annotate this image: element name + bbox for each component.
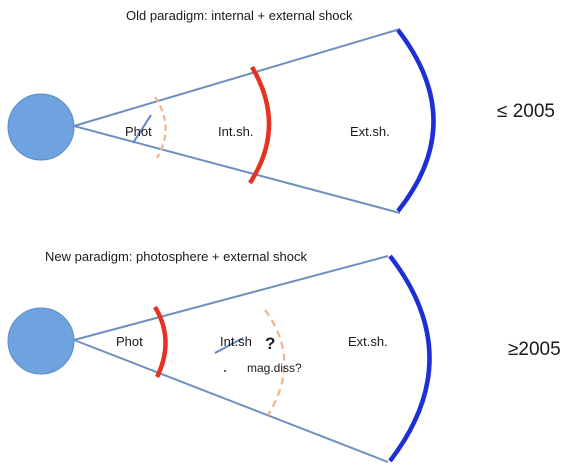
cone-upper-edge	[73, 255, 389, 341]
int-shock-label: Int.sh.	[218, 124, 253, 139]
era-label-old: ≤ 2005	[497, 101, 555, 122]
question-mark: ?	[265, 334, 275, 353]
phot-label: Phot	[116, 334, 143, 349]
internal-shock-dashed-arc	[264, 309, 286, 416]
small-dot	[224, 370, 226, 372]
photosphere-slash	[132, 114, 152, 144]
cone-lower-edge	[73, 339, 389, 463]
mag-diss-label: mag.diss?	[247, 361, 302, 375]
old-paradigm-title: Old paradigm: internal + external shock	[126, 8, 353, 23]
external-shock-arc	[396, 28, 436, 213]
new-paradigm-title: New paradigm: photosphere + external sho…	[45, 249, 307, 264]
central-engine-sphere	[7, 307, 75, 375]
cone-lower-edge	[73, 125, 401, 214]
internal-shock-slash	[214, 337, 244, 354]
central-engine-sphere	[7, 93, 75, 161]
ext-shock-label: Ext.sh.	[350, 124, 390, 139]
photosphere-dashed-arc	[154, 96, 167, 159]
phot-label: Phot	[125, 124, 152, 139]
era-label-new: ≥2005	[508, 339, 561, 360]
ext-shock-label: Ext.sh.	[348, 334, 388, 349]
photosphere-arc	[153, 305, 168, 378]
old-paradigm-panel: Old paradigm: internal + external shock …	[7, 8, 555, 214]
external-shock-arc	[388, 254, 432, 463]
new-paradigm-panel: New paradigm: photosphere + external sho…	[7, 249, 561, 463]
internal-shock-arc	[248, 65, 272, 185]
int-shock-label: Int.sh	[220, 334, 252, 349]
cone-upper-edge	[73, 28, 401, 127]
